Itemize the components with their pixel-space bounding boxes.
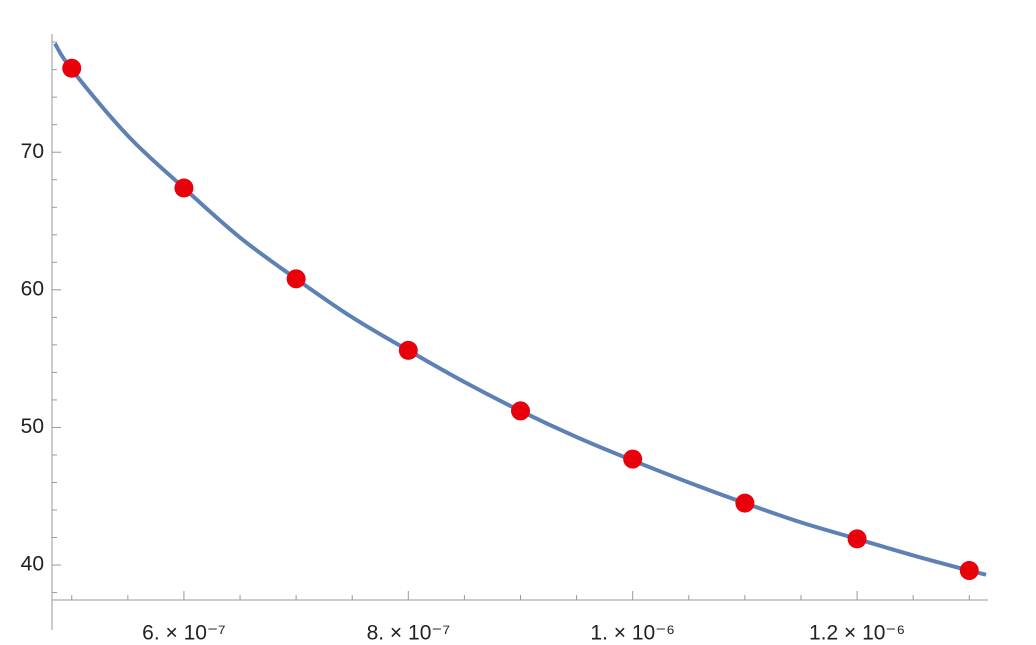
y-tick-label: 70 bbox=[21, 140, 44, 163]
data-point bbox=[174, 178, 194, 198]
data-point bbox=[847, 529, 867, 549]
y-tick-label: 40 bbox=[21, 553, 44, 576]
data-point bbox=[623, 449, 643, 469]
x-tick-label: 8. × 10⁻⁷ bbox=[367, 622, 451, 645]
y-tick-label: 60 bbox=[21, 277, 44, 300]
data-point bbox=[398, 340, 418, 360]
data-point bbox=[959, 561, 979, 581]
fit-curve bbox=[53, 42, 987, 577]
data-point bbox=[511, 401, 531, 421]
data-point bbox=[62, 58, 82, 78]
data-point bbox=[286, 269, 306, 289]
x-tick-label: 1.2 × 10⁻⁶ bbox=[809, 622, 905, 645]
data-point bbox=[735, 493, 755, 513]
x-tick-label: 6. × 10⁻⁷ bbox=[142, 622, 226, 645]
x-tick-label: 1. × 10⁻⁶ bbox=[590, 622, 675, 645]
y-tick-label: 50 bbox=[21, 415, 44, 438]
